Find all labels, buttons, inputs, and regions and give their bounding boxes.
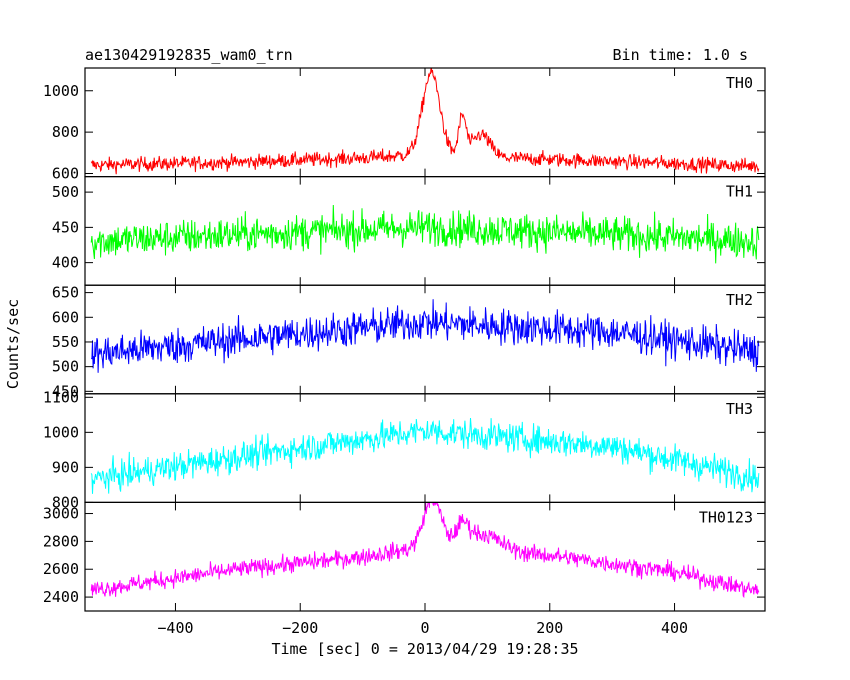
- y-tick-label: 450: [52, 382, 79, 400]
- y-tick-label: 800: [52, 493, 79, 511]
- x-tick-label: 400: [661, 619, 688, 637]
- chart-title-right: Bin time: 1.0 s: [613, 46, 748, 64]
- panel-label: TH0: [726, 74, 753, 92]
- panel-th1: 400 450 500 TH1: [52, 176, 766, 286]
- y-tick-label: 450: [52, 218, 79, 236]
- panel-th0: 600 800 1000 TH0: [43, 67, 766, 182]
- y-axis-label: Counts/sec: [4, 299, 22, 389]
- y-tick-label: 1000: [43, 82, 79, 100]
- series-line-th0123: [90, 502, 760, 599]
- y-tick-label: 2800: [43, 532, 79, 550]
- x-tick-label: 200: [536, 619, 563, 637]
- y-tick-label: 600: [52, 308, 79, 326]
- y-tick-label: 400: [52, 254, 79, 272]
- panel-frame: [84, 393, 766, 503]
- panel-th2: 450 500 550 600 650 TH2: [52, 284, 766, 400]
- series-line-th3: [90, 417, 760, 494]
- panel-frame: [84, 501, 766, 612]
- panel-th0123: 2400 2600 2800 3000 TH0123: [43, 501, 766, 612]
- x-axis-label: Time [sec] 0 = 2013/04/29 19:28:35: [271, 640, 578, 658]
- y-tick-label: 2600: [43, 560, 79, 578]
- y-tick-label: 3000: [43, 505, 79, 523]
- y-tick-label: 1100: [43, 388, 79, 406]
- y-tick-label: 600: [52, 164, 79, 182]
- panel-label: TH1: [726, 183, 753, 201]
- chart-title-left: ae130429192835_wam0_trn: [85, 46, 293, 64]
- x-tick-label: 0: [420, 619, 429, 637]
- panel-label: TH2: [726, 291, 753, 309]
- y-tick-label: 800: [52, 123, 79, 141]
- y-tick-label: 2400: [43, 588, 79, 606]
- y-tick-label: 500: [52, 183, 79, 201]
- panel-label: TH3: [726, 400, 753, 418]
- series-line-th1: [90, 204, 760, 264]
- y-tick-label: 650: [52, 284, 79, 302]
- x-tick-label: −400: [157, 619, 193, 637]
- panel-label: TH0123: [699, 508, 753, 526]
- y-tick-label: 900: [52, 458, 79, 476]
- y-tick-label: 550: [52, 333, 79, 351]
- panels-group: 600 800 1000 TH0 400 450 500 TH1 450 500 550 600 650…: [43, 67, 766, 612]
- y-tick-label: 500: [52, 358, 79, 376]
- series-line-th2: [90, 299, 760, 373]
- y-tick-label: 1000: [43, 423, 79, 441]
- series-line-th0: [90, 68, 760, 175]
- x-tick-labels: −400 −200 0 200 400: [157, 619, 688, 637]
- x-tick-label: −200: [282, 619, 318, 637]
- panel-th3: 800 900 1000 1100 TH3: [43, 388, 766, 511]
